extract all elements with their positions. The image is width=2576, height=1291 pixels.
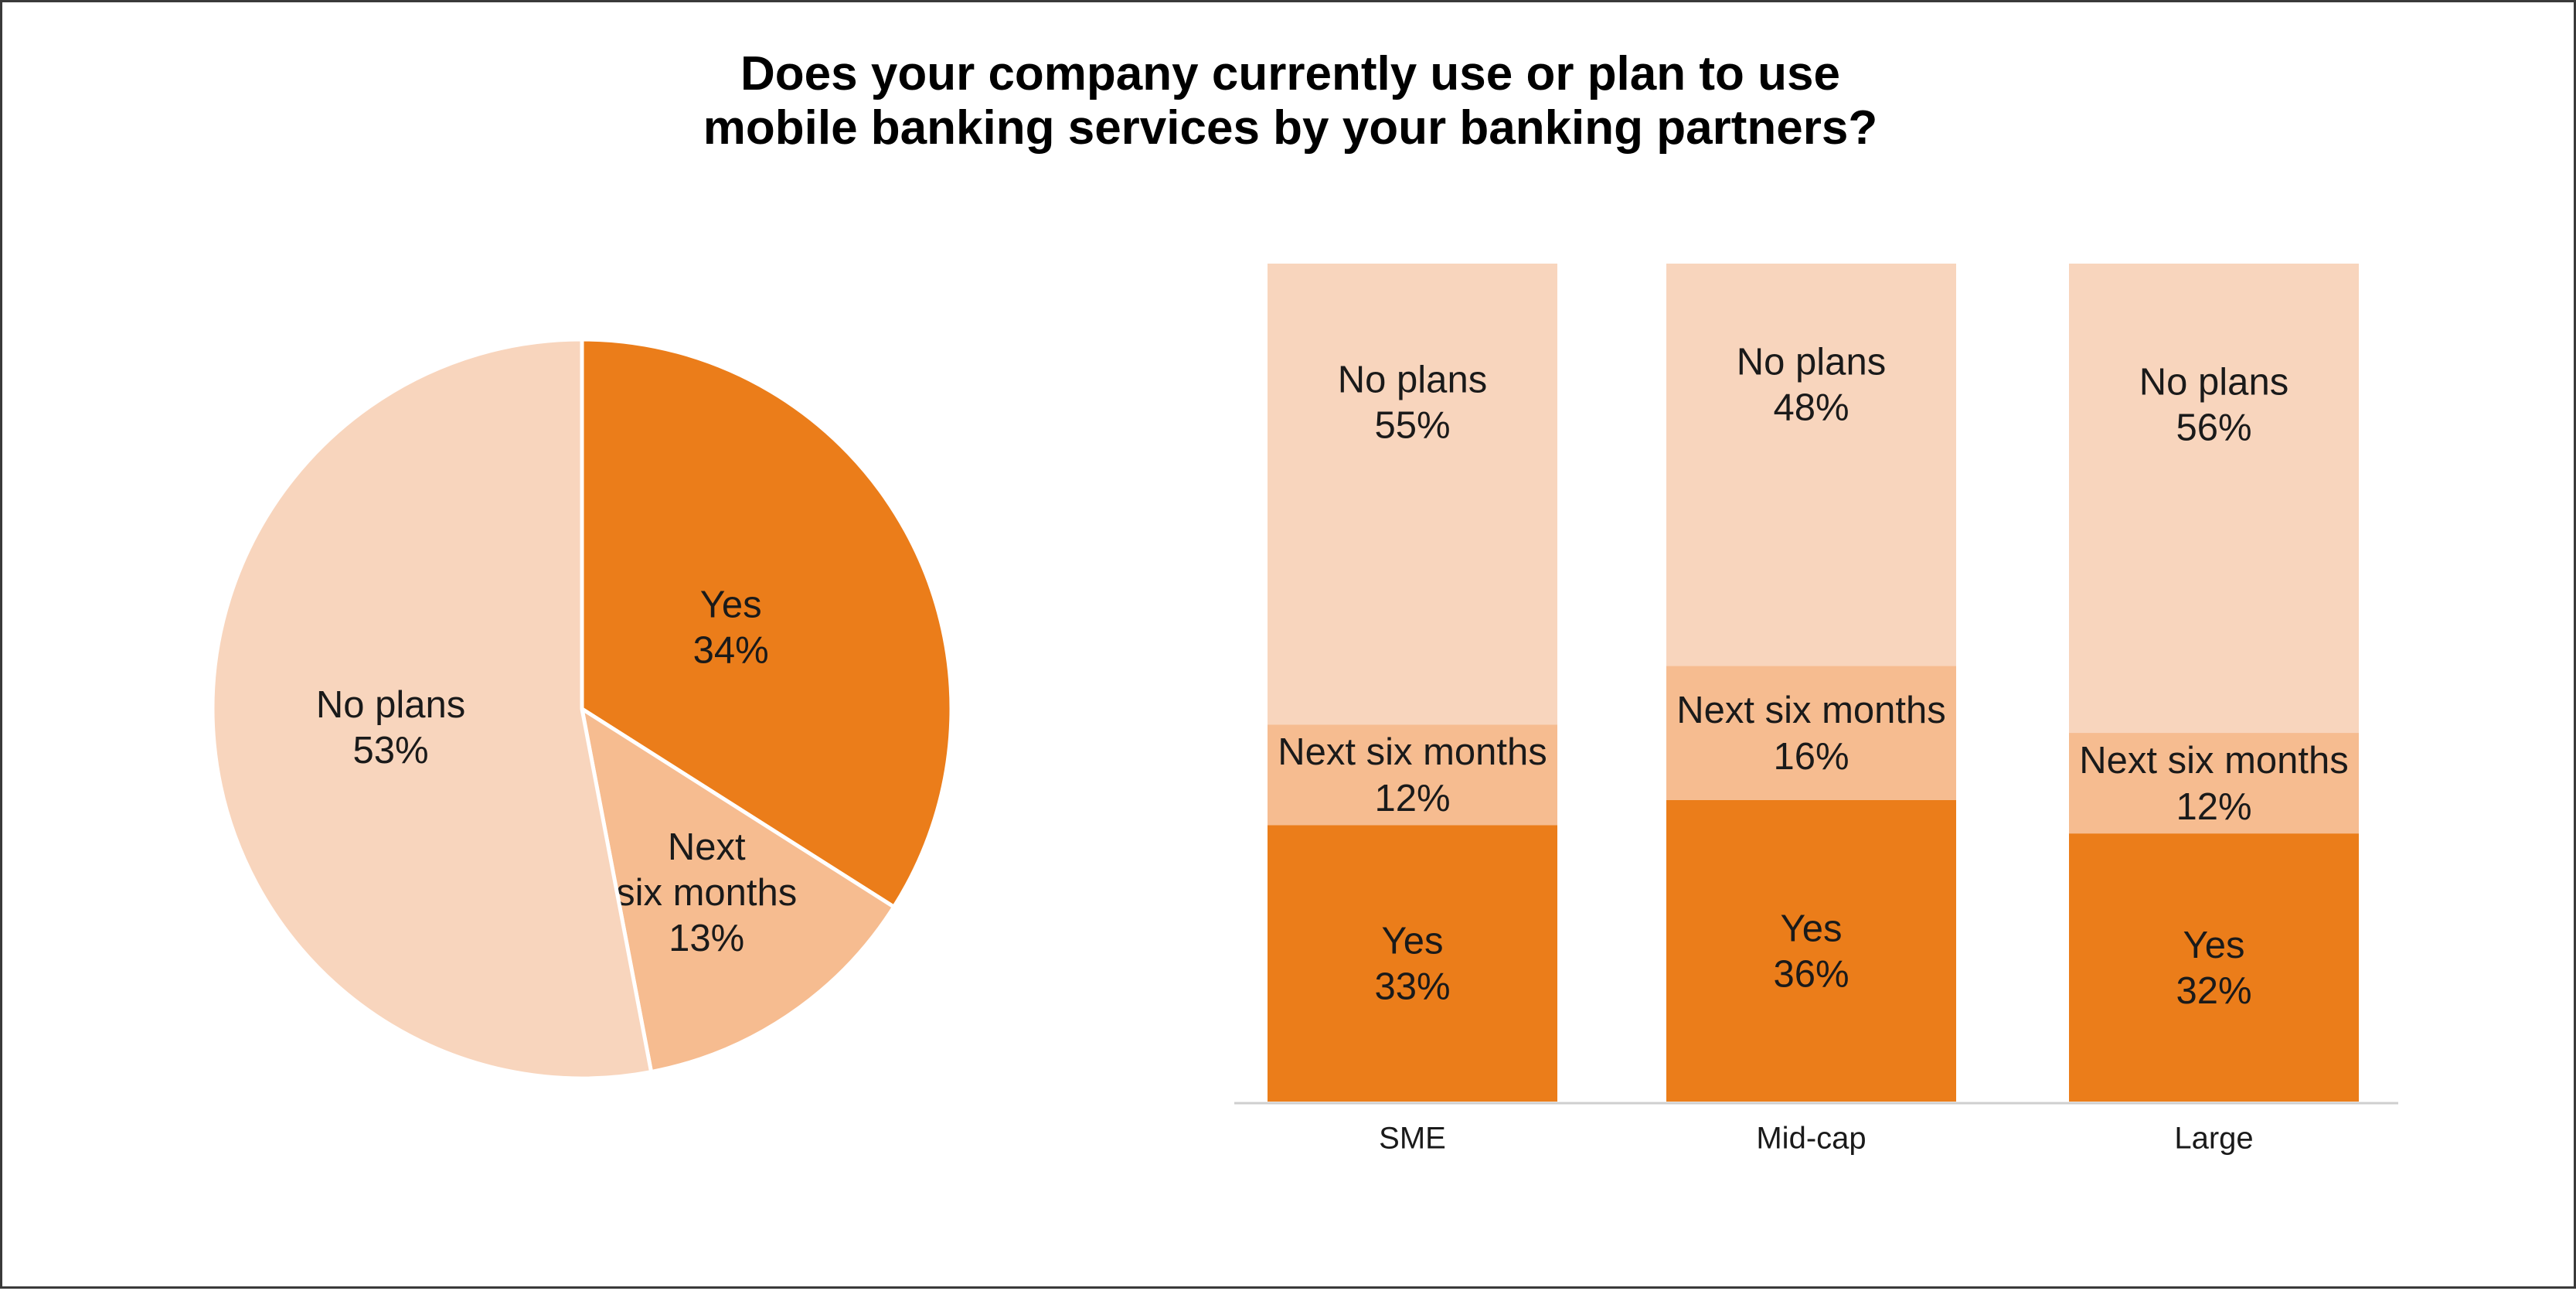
pie-slice-no-plans (210, 337, 654, 1081)
bar-label-sme-no-plans: No plans (1338, 359, 1487, 400)
pie-label-next-six-months: Next (668, 826, 746, 868)
bar-segment-large-no-plans (2069, 264, 2359, 734)
bar-label-sme-next-six-months: 12% (1374, 778, 1450, 819)
bar-label-mid-cap-yes: Yes (1781, 908, 1843, 949)
bar-label-mid-cap-next-six-months: Next six months (1676, 690, 1946, 731)
bar-segment-large-yes (2069, 833, 2359, 1102)
bar-label-large-no-plans: 56% (2176, 407, 2251, 449)
pie-label-yes: Yes (700, 584, 762, 626)
pie-slice-next-six-months (579, 704, 897, 1075)
bar-label-large-next-six-months: 12% (2176, 786, 2251, 828)
pie-label-no-plans: 53% (353, 730, 429, 772)
x-tick-label-large: Large (2174, 1122, 2253, 1156)
bar-label-mid-cap-no-plans: 48% (1773, 387, 1849, 429)
bar-label-sme-yes: Yes (1382, 921, 1444, 962)
bar-label-large-yes: 32% (2176, 970, 2251, 1012)
bar-segment-sme-no-plans (1268, 264, 1557, 725)
bar-label-large-next-six-months: Next six months (2079, 740, 2349, 782)
bar-segment-mid-cap-yes (1666, 799, 1956, 1102)
bar-label-mid-cap-yes: 36% (1773, 953, 1849, 995)
x-tick-label-sme: SME (1379, 1122, 1446, 1156)
bar-segment-sme-yes (1268, 825, 1557, 1102)
chart-title-line-1: Does your company currently use or plan … (740, 47, 1840, 100)
pie-slice-yes (580, 337, 954, 910)
bar-label-sme-no-plans: 55% (1374, 404, 1450, 446)
bar-label-mid-cap-no-plans: No plans (1737, 342, 1886, 383)
pie-label-no-plans: No plans (316, 684, 465, 726)
bar-label-mid-cap-next-six-months: 16% (1773, 736, 1849, 778)
x-tick-label-mid-cap: Mid-cap (1756, 1122, 1866, 1156)
pie-label-yes: 34% (693, 630, 769, 672)
chart-title-line-2: mobile banking services by your banking … (703, 101, 1878, 155)
bar-label-large-no-plans: No plans (2139, 362, 2288, 404)
chart-title: Does your company currently use or plan … (2, 47, 2576, 155)
bar-label-sme-next-six-months: Next six months (1278, 731, 1547, 773)
pie-label-next-six-months: six months (616, 872, 797, 914)
pie-label-next-six-months: 13% (669, 918, 744, 959)
bar-segment-mid-cap-next-six-months (1666, 666, 1956, 800)
bar-label-sme-yes: 33% (1374, 966, 1450, 1008)
bar-segment-mid-cap-no-plans (1666, 264, 1956, 666)
bar-segment-sme-next-six-months (1268, 724, 1557, 826)
bar-label-large-yes: Yes (2183, 925, 2245, 966)
bar-segment-large-next-six-months (2069, 733, 2359, 834)
